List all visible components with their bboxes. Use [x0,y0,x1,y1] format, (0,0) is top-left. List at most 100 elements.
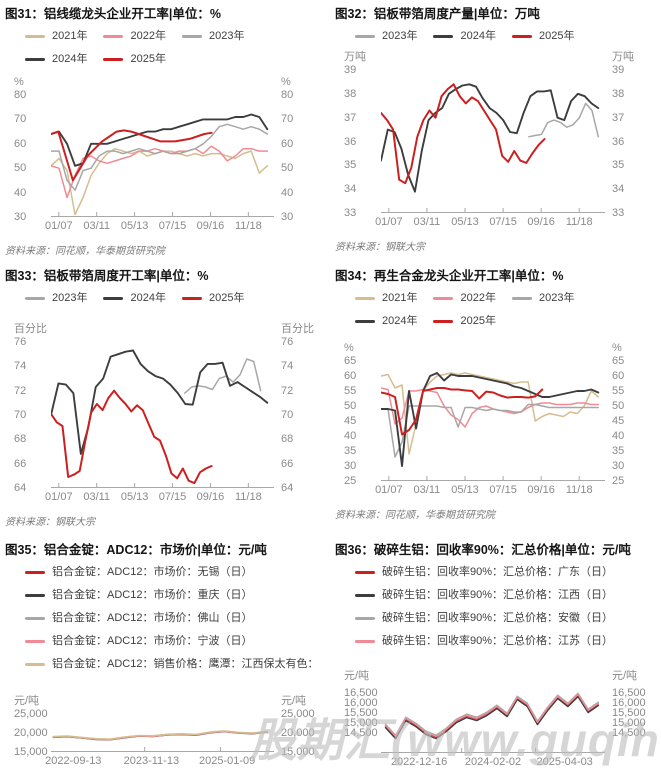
legend-item: 2025年 [511,25,575,48]
y-tick-label: 15,000 [281,746,315,758]
y-tick-label: 35 [344,159,357,172]
legend-label: 2024年 [460,30,496,42]
x-tick-label: 09/16 [196,491,225,503]
y-tick-label: 80 [281,89,294,101]
source-note: 资料来源：同花顺，华泰期货研究院 [5,246,165,257]
x-tick-label: 2025-04-03 [536,756,593,768]
y-tick-label: 64 [14,482,27,494]
y-tick-label: 16,000 [612,697,646,709]
legend-label: 2023年 [208,30,245,42]
legend-label: 2022年 [460,292,496,304]
y-axis-unit: % [281,76,291,88]
y-tick-label: 38 [344,87,357,100]
chart-title: 图36：破碎生铝：回收率90%：汇总价格|单位：元/吨 [335,543,631,557]
x-tick-label: 11/18 [234,220,262,232]
legend-item: 2024年 [433,25,496,48]
legend-swatch-icon [103,35,124,38]
legend-item: 2023年 [355,25,417,48]
y-axis-unit: 元/吨 [281,695,307,707]
legend-swatch-icon [355,594,375,597]
series-line-2025年 [381,388,542,435]
y-tick-label: 66 [281,457,294,470]
plot-area [381,70,605,213]
chart-legend: 2023年 2024年 2025年 [355,25,651,48]
legend-label: 2022年 [130,30,166,42]
x-tick-label: 2022-12-16 [390,756,448,768]
legend-swatch-icon [103,297,124,300]
legend-swatch-icon [25,571,45,574]
legend-label: 破碎生铝：回收率90%：汇总价格：江西（日） [382,589,614,601]
legend-label: 铝合金锭：ADC12：市场价：重庆（日） [52,589,253,601]
y-axis-unit: 元/吨 [14,695,40,707]
legend-swatch-icon [355,297,375,300]
x-tick-label: 01/07 [45,220,73,232]
series-line-2024年 [381,84,598,191]
legend-item: 2022年 [433,287,496,310]
series-line-2022年 [51,146,267,197]
y-tick-label: 45 [344,415,357,427]
y-tick-label: 70 [281,113,294,126]
x-axis: 01/07 03/11 05/13 07/15 09/16 11/18 [375,216,605,231]
plot-area [51,95,274,217]
figure-36: 图36：破碎生铝：回收率90%：汇总价格|单位：元/吨 破碎生铝：回收率90%：… [330,536,661,779]
legend-item: 2025年 [181,287,245,310]
legend-label: 铝合金锭：ADC12：市场价：无锡（日） [52,566,253,578]
legend-swatch-icon [25,58,45,61]
y-tick-label: 35 [344,445,357,457]
y-axis-left: 元/吨 16,500 16,000 15,500 15,000 14,500 [335,669,381,771]
chart-legend: 2021年 2022年 2023年 2024年 2025年 [355,287,651,333]
y-tick-label: 70 [14,409,27,421]
y-axis-unit: 百分比 [14,323,47,335]
figure-35: 图35：铝合金锭：ADC12：市场价|单位：元/吨 铝合金锭：ADC12：市场价… [0,536,330,779]
y-tick-label: 30 [612,460,625,472]
chart-title: 图33：铝板带箔周度开工率|单位：% [5,269,209,283]
legend-swatch-icon [25,663,45,666]
legend-item: 破碎生铝：回收率90%：汇总价格：江西（日） [355,584,651,607]
y-tick-label: 60 [344,370,357,382]
x-tick-label: 2025-01-09 [199,755,256,767]
y-axis-left: 元/吨 25,000 20,000 15,000 [5,694,51,770]
x-tick-label: 01/07 [45,491,73,503]
legend-swatch-icon [433,320,454,323]
legend-item: 铝合金锭：ADC12：市场价：宁波（日） [25,630,320,653]
legend-item: 2024年 [103,287,166,310]
series-line-破碎生铝：回收率90%：汇总价格：江西（日） [385,697,598,739]
x-tick-label: 11/18 [234,491,262,503]
x-axis: 01/07 03/11 05/13 07/15 09/16 11/18 [375,484,605,499]
y-tick-label: 20,000 [281,727,315,739]
source-note: 资料来源：钢联大宗 [335,242,425,253]
y-tick-label: 45 [612,415,625,427]
legend-label: 2021年 [52,30,88,42]
y-tick-label: 60 [281,137,294,150]
series-line-2024年 [381,373,598,466]
legend-swatch-icon [355,640,375,643]
legend-item: 破碎生铝：回收率90%：汇总价格：安徽（日） [355,607,651,630]
legend-swatch-icon [355,35,375,38]
y-axis-unit: 万吨 [344,51,366,63]
y-tick-label: 15,000 [14,746,48,758]
chart-title: 图34：再生合金龙头企业开工率|单位：% [335,269,564,283]
chart-legend: 2021年 2022年 2023年 2024年 2025年 [25,25,320,71]
y-tick-label: 38 [612,87,625,100]
legend-label: 2025年 [208,292,245,304]
series-line-2023年 [51,124,267,190]
legend-item: 2024年 [25,48,87,71]
legend-swatch-icon [181,35,202,38]
legend-label: 2025年 [538,30,575,42]
legend-label: 2025年 [130,53,166,65]
y-tick-label: 33 [612,207,625,219]
y-axis-unit: % [344,342,354,354]
y-tick-label: 39 [344,64,357,76]
plot-area [381,689,605,753]
series-line-2025年 [51,130,212,180]
x-tick-label: 09/16 [527,484,555,496]
series-line-2025年 [381,84,545,183]
y-tick-label: 64 [281,482,294,494]
x-tick-label: 2024-02-02 [464,756,522,768]
x-axis: 2022-12-16 2024-02-02 2025-04-03 [381,756,605,771]
y-tick-label: 36 [612,135,625,148]
x-axis: 01/07 03/11 05/13 07/15 09/16 11/18 [45,220,274,235]
x-tick-label: 03/11 [413,484,441,496]
plot-region: % 80 70 60 50 40 30 01/07 03/11 05/13 07/15 09/16… [5,75,320,235]
y-axis-unit: 万吨 [612,51,634,63]
